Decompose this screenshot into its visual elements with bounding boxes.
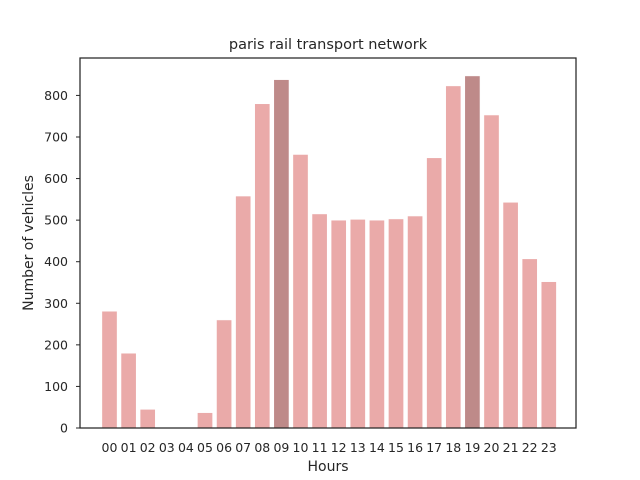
x-tick-label: 12 [331,440,347,455]
x-tick-label: 06 [216,440,232,455]
bar-21 [502,201,519,429]
x-tick-label: 03 [159,440,175,455]
bars-group [101,75,557,429]
x-tick-label: 17 [426,440,442,455]
y-tick-label: 800 [44,88,68,103]
x-tick-label: 01 [121,440,137,455]
x-tick-label: 08 [254,440,270,455]
bar-02 [139,408,156,429]
bar-07 [235,195,252,429]
y-tick-label: 500 [44,213,68,228]
x-tick-label: 15 [388,440,404,455]
bar-15 [388,218,404,429]
bar-11 [311,213,328,429]
bar-10 [292,154,309,429]
y-tick-label: 100 [44,379,68,394]
x-axis-label: Hours [307,459,348,475]
x-tick-label: 05 [197,440,213,455]
chart-title: paris rail transport network [229,37,428,53]
y-axis-ticks: 0 100 200 300 400 500 600 700 800 [44,88,80,436]
x-tick-label: 13 [350,440,366,455]
x-tick-label: 00 [102,440,118,455]
bar-20 [483,114,500,429]
x-tick-label: 07 [235,440,251,455]
bar-18 [445,85,462,429]
x-tick-label: 18 [445,440,461,455]
x-tick-label: 14 [369,440,385,455]
x-tick-label: 11 [312,440,328,455]
bar-06 [216,319,233,429]
x-tick-label: 04 [178,440,194,455]
bar-16 [407,215,424,429]
y-axis-label: Number of vehicles [21,175,37,311]
x-tick-label: 23 [541,440,557,455]
x-axis-ticks: 00 01 02 03 04 05 06 07 08 09 10 11 12 13 14 15 16 17 18 19… [102,440,557,455]
x-tick-label: 02 [140,440,156,455]
x-tick-label: 22 [522,440,538,455]
x-tick-label: 16 [407,440,423,455]
y-tick-label: 600 [44,171,68,186]
bar-08 [254,103,271,429]
bar-05 [197,412,213,429]
y-tick-label: 700 [44,129,68,144]
x-tick-label: 10 [293,440,309,455]
y-tick-label: 0 [60,421,68,436]
bar-14 [368,219,385,429]
bar-09 [273,79,290,429]
bar-12 [330,219,347,429]
y-tick-label: 200 [44,337,68,352]
bar-01 [120,352,137,429]
y-tick-label: 400 [44,254,68,269]
x-tick-label: 20 [484,440,500,455]
bar-17 [426,157,443,429]
bar-19 [464,75,481,429]
bar-22 [521,258,538,429]
bar-00 [101,310,118,429]
x-tick-label: 09 [273,440,289,455]
y-tick-label: 300 [44,296,68,311]
x-tick-label: 21 [503,440,519,455]
bar-13 [349,219,366,429]
x-tick-label: 19 [464,440,480,455]
plot-frame [79,57,577,429]
bar-23 [540,281,557,429]
